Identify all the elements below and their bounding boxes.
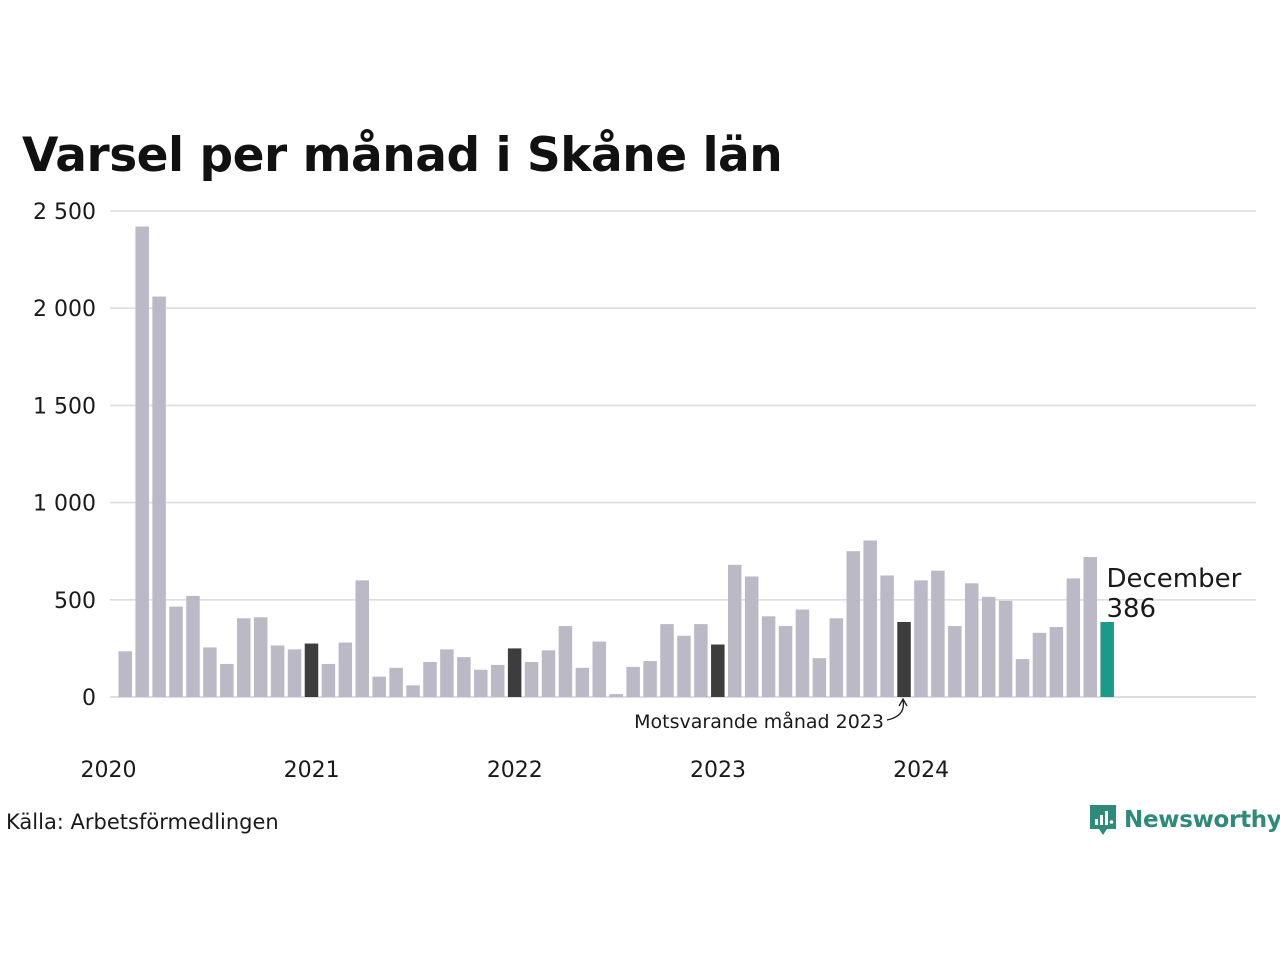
bar xyxy=(778,626,793,697)
latest-month-label: December xyxy=(1106,564,1241,594)
annotation-arrow xyxy=(886,699,905,721)
bar xyxy=(711,644,725,697)
bar xyxy=(575,667,590,697)
bar xyxy=(626,666,640,697)
bar xyxy=(406,685,420,697)
bar xyxy=(355,580,370,697)
bar xyxy=(761,616,776,697)
bar xyxy=(389,667,403,697)
bar xyxy=(1083,557,1098,697)
bar xyxy=(169,606,183,697)
bar xyxy=(829,618,844,697)
source-note: Källa: Arbetsförmedlingen xyxy=(6,810,279,834)
bar xyxy=(457,657,471,697)
y-tick-label: 0 xyxy=(82,686,96,711)
y-axis-ticks: 0 500 1 000 1 500 2 000 2 500 xyxy=(33,200,96,711)
bar xyxy=(863,540,877,697)
bar xyxy=(897,621,911,697)
bar xyxy=(1100,621,1114,697)
bar xyxy=(727,564,742,697)
bar xyxy=(592,641,607,697)
bar xyxy=(321,663,336,697)
bar xyxy=(558,626,573,697)
bar xyxy=(981,596,996,697)
bar xyxy=(152,296,166,697)
bar xyxy=(880,575,894,697)
latest-value-label: 386 xyxy=(1106,594,1156,624)
bar xyxy=(118,651,132,697)
bar xyxy=(1066,578,1081,697)
bar xyxy=(135,226,149,697)
bar xyxy=(220,663,234,697)
y-tick-label: 1 000 xyxy=(33,492,96,517)
bar xyxy=(998,600,1013,697)
bar xyxy=(795,609,810,697)
bar xyxy=(524,662,539,697)
annotations: Motsvarande månad 2023 December 386 xyxy=(634,564,1241,733)
bar xyxy=(643,661,657,697)
x-tick-label: 2020 xyxy=(81,758,137,783)
y-tick-label: 2 500 xyxy=(33,200,96,225)
bar xyxy=(914,580,928,697)
bar xyxy=(507,648,522,697)
x-tick-label: 2022 xyxy=(487,758,543,783)
brand: Newsworthy xyxy=(1088,802,1280,838)
same-month-annotation: Motsvarande månad 2023 xyxy=(634,710,884,733)
bar xyxy=(338,642,353,697)
bar xyxy=(931,570,945,697)
x-tick-label: 2021 xyxy=(284,758,340,783)
bar xyxy=(1049,627,1064,697)
bar xyxy=(186,595,200,697)
bar xyxy=(270,645,285,697)
bar xyxy=(203,647,217,697)
bar xyxy=(372,676,386,697)
bar xyxy=(846,551,860,697)
x-axis-ticks: 2020 2021 2022 2023 2024 xyxy=(81,758,950,783)
bar xyxy=(1032,632,1047,697)
bar xyxy=(660,624,674,697)
x-tick-label: 2023 xyxy=(690,758,746,783)
bar xyxy=(609,694,623,697)
bar xyxy=(237,618,251,697)
bar xyxy=(1015,659,1030,697)
brand-name: Newsworthy xyxy=(1124,807,1280,833)
newsworthy-logo-icon xyxy=(1090,805,1116,835)
bar xyxy=(490,664,505,697)
y-tick-label: 1 500 xyxy=(33,394,96,419)
annotation-arrowhead xyxy=(898,697,908,707)
bar xyxy=(965,583,979,697)
bars xyxy=(118,226,1114,697)
y-tick-label: 500 xyxy=(54,589,96,614)
x-tick-label: 2024 xyxy=(893,758,949,783)
bar xyxy=(423,662,437,697)
bar xyxy=(253,617,268,697)
bar xyxy=(694,624,708,697)
bar xyxy=(677,635,691,697)
bar xyxy=(440,649,454,697)
bar xyxy=(287,649,302,697)
bar xyxy=(474,669,488,697)
bar xyxy=(948,626,962,697)
chart-title: Varsel per månad i Skåne län xyxy=(22,128,783,183)
bar xyxy=(744,576,759,697)
bar xyxy=(812,658,827,697)
bar xyxy=(541,650,556,697)
bar xyxy=(304,643,319,697)
y-tick-label: 2 000 xyxy=(33,297,96,322)
